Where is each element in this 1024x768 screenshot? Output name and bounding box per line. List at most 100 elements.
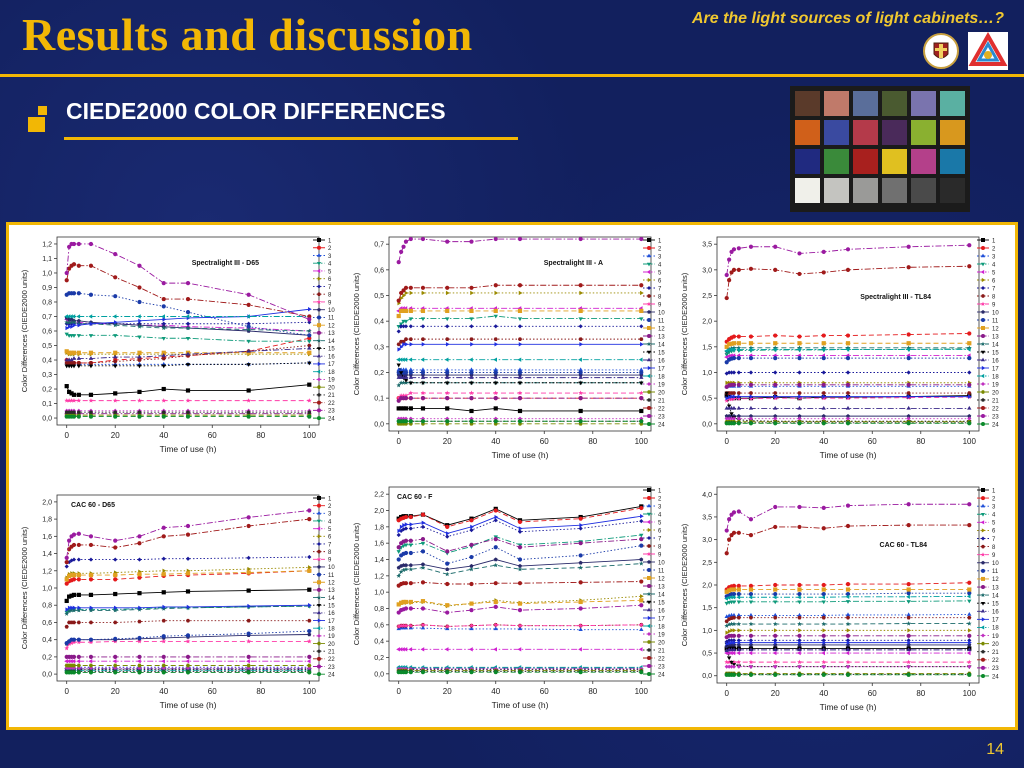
legend-entry-8: 8 (977, 294, 996, 300)
legend-marker (981, 310, 985, 314)
legend-marker (646, 519, 651, 525)
y-tick-label: 3,0 (702, 537, 712, 544)
data-point (71, 620, 77, 625)
data-point (578, 553, 583, 558)
data-point (398, 393, 404, 398)
data-point (185, 310, 191, 315)
data-point (517, 623, 523, 628)
data-point (420, 324, 426, 329)
data-point (731, 591, 737, 597)
data-point (639, 519, 644, 524)
legend-marker (981, 641, 985, 646)
legend-marker (316, 556, 322, 562)
data-point (748, 633, 754, 638)
data-point (724, 659, 730, 665)
data-point (967, 405, 972, 410)
data-point (822, 394, 827, 399)
data-point (748, 659, 754, 665)
legend-label: 1 (328, 238, 332, 244)
data-point (161, 353, 166, 357)
data-point (578, 375, 583, 379)
data-point (64, 319, 70, 325)
y-tick-label: 1,2 (42, 568, 52, 575)
data-point (403, 419, 409, 424)
data-point (906, 664, 911, 669)
data-point (518, 290, 523, 296)
legend-entry-19: 19 (977, 382, 999, 388)
data-point (493, 396, 498, 401)
data-point (736, 405, 742, 410)
data-point (307, 508, 312, 513)
data-point (639, 396, 644, 401)
data-point (736, 421, 741, 426)
data-point (736, 591, 741, 597)
series-line (398, 599, 642, 606)
data-point (137, 324, 142, 329)
legend-marker (646, 357, 652, 362)
data-point (403, 599, 409, 605)
legend-label: 6 (328, 535, 332, 541)
data-point (88, 637, 94, 642)
data-point (76, 577, 81, 582)
legend-entry-7: 7 (313, 284, 332, 291)
legend-marker (981, 365, 986, 371)
data-point (639, 317, 644, 322)
data-point (821, 391, 826, 395)
series-24 (396, 419, 644, 424)
data-point (748, 405, 754, 410)
data-point (71, 654, 77, 659)
series-7 (64, 554, 312, 569)
data-point (639, 579, 644, 584)
data-point (67, 324, 72, 329)
data-point (445, 406, 450, 411)
legend-label: 11 (328, 316, 335, 322)
legend-entry-12: 12 (313, 580, 335, 587)
legend-marker (316, 262, 322, 266)
data-point (396, 308, 400, 314)
data-point (517, 283, 523, 288)
y-axis-label: Color Differences (CIEDE2000 units) (20, 526, 29, 649)
series-3 (396, 367, 644, 372)
legend-label: 14 (328, 339, 335, 345)
data-point (88, 350, 94, 355)
data-point (724, 589, 729, 594)
data-point (773, 591, 778, 597)
legend-entry-13: 13 (977, 585, 999, 591)
y-tick-label: 0,6 (374, 267, 384, 274)
series-line (66, 510, 310, 558)
legend-marker (981, 390, 985, 394)
data-point (967, 391, 972, 395)
data-point (403, 581, 409, 586)
data-point (731, 247, 737, 252)
color-patch-19 (795, 178, 820, 203)
data-point (639, 543, 644, 548)
data-point (113, 359, 118, 364)
data-point (578, 367, 583, 372)
y-tick-label: 2,2 (374, 492, 384, 499)
legend-entry-1: 1 (313, 238, 332, 244)
legend-marker (317, 408, 321, 413)
data-point (821, 333, 826, 338)
legend-entry-17: 17 (643, 365, 665, 372)
data-point (967, 647, 972, 652)
legend-entry-10: 10 (643, 310, 665, 316)
legend-label: 6 (658, 278, 662, 284)
data-point (403, 337, 409, 341)
data-point (469, 396, 474, 401)
series-11 (724, 356, 972, 365)
legend-marker (316, 604, 322, 608)
data-point (726, 659, 732, 665)
series-16 (724, 647, 972, 653)
legend-entry-1: 1 (313, 496, 332, 502)
data-point (469, 554, 474, 560)
data-point (88, 398, 94, 403)
data-point (69, 391, 74, 396)
data-point (137, 410, 142, 414)
data-point (246, 663, 251, 668)
legend-label: 2 (658, 496, 662, 502)
legend-label: 10 (328, 565, 335, 571)
data-point (307, 587, 312, 592)
legend-entry-5: 5 (977, 269, 996, 276)
data-point (396, 298, 401, 303)
legend-label: 8 (992, 294, 996, 300)
